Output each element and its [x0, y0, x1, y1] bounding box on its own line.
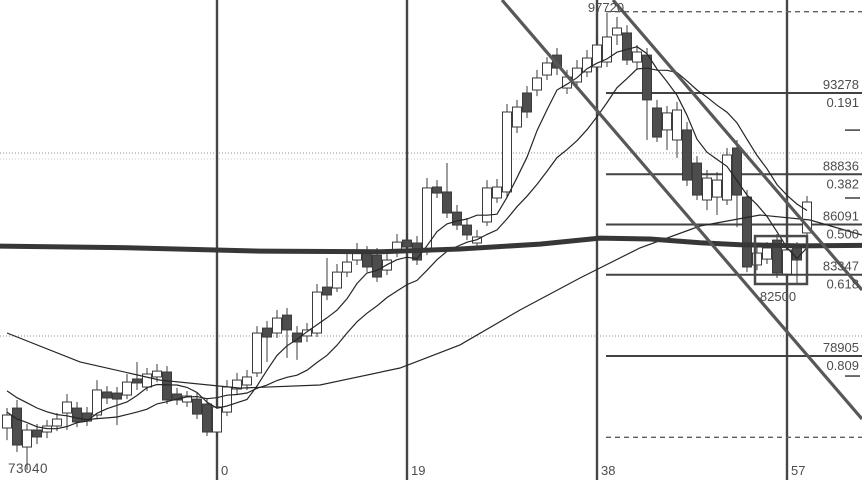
trendline-upper[interactable] [611, 0, 862, 292]
fib-ratio-label: 0.382 [826, 176, 859, 191]
candle-body-bear [432, 186, 442, 194]
candle-body-bull [672, 109, 682, 141]
candle-body-bull [312, 291, 322, 334]
candle-body-bull [252, 332, 262, 374]
candle-body-bull [92, 389, 102, 416]
candle-body-bull [802, 201, 812, 234]
candle-body-bull [332, 271, 342, 289]
candle-body-bull [782, 249, 792, 275]
candle-body-bear [292, 332, 302, 343]
candle-body-bull [122, 381, 132, 396]
candle-body-bear [72, 407, 82, 423]
candle-body-bear [132, 378, 142, 384]
fib-ratio-label: 0.500 [826, 227, 859, 242]
candle-body-bull [302, 329, 312, 337]
candle-body-bear [522, 92, 532, 113]
candle-body-bull [502, 111, 512, 193]
candle-body-bear [372, 254, 382, 278]
candle-body-bear [102, 391, 112, 399]
candle-body-bull [492, 186, 502, 199]
candle-body-bear [732, 147, 742, 196]
candle-body-bull [712, 179, 722, 198]
candle-body-bull [232, 379, 242, 390]
fib-price-label: 93278 [823, 77, 859, 92]
candle-body-bear [622, 32, 632, 61]
box-price-label: 82500 [760, 289, 796, 304]
candle-body-bull [242, 376, 252, 386]
fib-ratio-label: 0.191 [826, 95, 859, 110]
fib-ratio-label: 0.618 [826, 277, 859, 292]
fib-price-label: 88836 [823, 158, 859, 173]
bottom-left-price-label: 73040 [8, 461, 49, 476]
candle-body-bear [162, 371, 172, 401]
candle-body-bull [762, 247, 772, 260]
candle-body-bull [532, 77, 542, 91]
candle-body-bull [342, 261, 352, 273]
candle-body-bull [512, 106, 522, 128]
candle-body-bull [212, 406, 222, 433]
candle-body-bull [542, 62, 552, 76]
candle-body-bear [32, 429, 42, 438]
candle-body-bull [62, 401, 72, 414]
candle-body-bear [402, 239, 412, 248]
fib-price-label: 83347 [823, 259, 859, 274]
ma-fast-line [6, 46, 808, 430]
trendline-lower[interactable] [500, 0, 862, 421]
candle-body-bull [182, 395, 192, 403]
candle-body-bear [362, 252, 372, 268]
x-axis-label: 57 [791, 463, 805, 478]
candle-body-bull [22, 429, 32, 448]
x-axis-label: 19 [411, 463, 425, 478]
fib-price-label: 86091 [823, 209, 859, 224]
candle-body-bear [172, 393, 182, 401]
candle-body-bear [262, 327, 272, 338]
swing-high-label: 97720 [588, 0, 624, 15]
candle-body-bear [12, 407, 22, 446]
candle-body-bull [142, 373, 152, 388]
candle-body-bull [222, 386, 232, 413]
candle-body-bull [662, 112, 672, 131]
candle-body-bull [612, 27, 622, 36]
candle-body-bear [452, 211, 462, 226]
candle-body-bull [632, 51, 642, 63]
candle-body-bear [112, 392, 122, 400]
candle-body-bear [692, 162, 702, 196]
x-axis-label: 0 [221, 463, 228, 478]
candle-body-bear [282, 314, 292, 331]
candle-body-bull [272, 317, 282, 334]
candle-body-bull [2, 414, 12, 429]
candle-body-bull [702, 177, 712, 201]
ma-slow-line [6, 214, 862, 389]
candle-body-bull [592, 44, 602, 68]
candle-body-bear [322, 286, 332, 296]
consolidation-box[interactable] [753, 234, 809, 286]
candle-body-bear [202, 403, 212, 433]
fib-ratio-label: 0.809 [826, 358, 859, 373]
candle-body-bear [442, 191, 452, 214]
candle-body-bull [752, 252, 762, 266]
candle-body-bear [462, 224, 472, 236]
candle-body-bull [482, 187, 492, 223]
candle-body-bear [772, 239, 782, 274]
candle-body-bear [652, 107, 662, 138]
candle-body-bull [152, 370, 162, 378]
candle-body-bull [582, 57, 592, 73]
candle-body-bear [192, 398, 202, 415]
candle-body-bear [682, 129, 692, 181]
fib-price-label: 78905 [823, 340, 859, 355]
candle-body-bull [602, 36, 612, 63]
candle-body-bull [572, 67, 582, 83]
x-axis-label: 38 [601, 463, 615, 478]
candle-body-bull [722, 154, 732, 201]
ma-long-line [0, 235, 862, 255]
candle-body-bear [642, 54, 652, 101]
candle-body-bear [742, 196, 752, 268]
candle-body-bull [52, 418, 62, 427]
